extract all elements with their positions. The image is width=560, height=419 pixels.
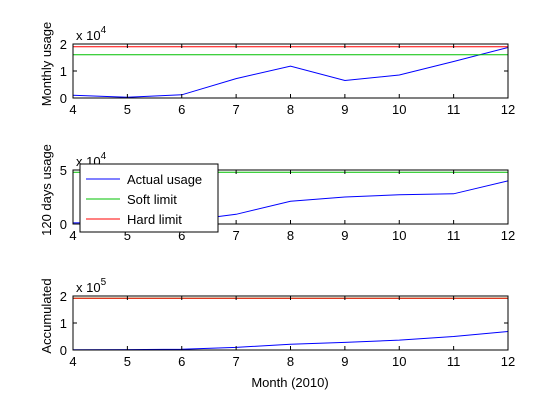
x-tick-label: 11 xyxy=(447,354,461,369)
x-tick-label: 12 xyxy=(501,228,515,243)
x-tick-label: 6 xyxy=(178,102,185,117)
x-tick-label: 9 xyxy=(341,354,348,369)
y-tick-label: 2 xyxy=(60,37,67,52)
legend-box xyxy=(79,163,219,233)
y-tick-label: 2 xyxy=(60,289,67,304)
legend-label-actual-usage: Actual usage xyxy=(127,172,202,187)
x-tick-label: 5 xyxy=(124,102,131,117)
y-exponent-label: x 104 xyxy=(76,25,107,43)
y-axis-label: Monthly usage xyxy=(39,22,54,107)
x-tick-label: 5 xyxy=(124,228,131,243)
x-axis-label: Month (2010) xyxy=(251,375,328,390)
legend-label-soft-limit: Soft limit xyxy=(127,192,177,207)
y-exponent-power: 4 xyxy=(101,151,107,162)
x-tick-label: 4 xyxy=(69,228,76,243)
x-tick-label: 9 xyxy=(341,228,348,243)
plot-area xyxy=(73,296,508,350)
x-tick-label: 8 xyxy=(287,228,294,243)
y-tick-label: 5 xyxy=(60,163,67,178)
y-tick-label: 1 xyxy=(60,316,67,331)
x-tick-label: 11 xyxy=(447,102,461,117)
y-exponent-power: 4 xyxy=(101,25,107,36)
y-tick-label: 1 xyxy=(60,64,67,79)
plot-area xyxy=(73,44,508,98)
x-tick-label: 10 xyxy=(392,354,406,369)
series-line-actual-usage xyxy=(73,47,508,98)
x-tick-label: 5 xyxy=(124,354,131,369)
x-tick-label: 4 xyxy=(69,354,76,369)
legend: Actual usage Soft limit Hard limit xyxy=(79,163,219,233)
x-tick-label: 4 xyxy=(69,102,76,117)
x-tick-label: 8 xyxy=(287,102,294,117)
x-tick-label: 11 xyxy=(447,228,461,243)
x-tick-label: 12 xyxy=(501,354,515,369)
y-exponent-label: x 105 xyxy=(76,277,107,295)
x-tick-label: 10 xyxy=(392,228,406,243)
x-tick-label: 10 xyxy=(392,102,406,117)
x-tick-label: 6 xyxy=(178,354,185,369)
x-tick-label: 9 xyxy=(341,102,348,117)
y-exponent-power: 5 xyxy=(101,277,107,288)
x-tick-label: 6 xyxy=(178,228,185,243)
y-tick-label: 0 xyxy=(60,343,67,358)
y-axis-label: 120 days usage xyxy=(39,144,54,236)
x-tick-label: 7 xyxy=(233,102,240,117)
x-tick-label: 7 xyxy=(233,354,240,369)
y-axis-label: Accumulated xyxy=(39,278,54,353)
y-tick-label: 0 xyxy=(60,91,67,106)
legend-label-hard-limit: Hard limit xyxy=(127,212,182,227)
y-tick-label: 0 xyxy=(60,217,67,232)
x-tick-label: 12 xyxy=(501,102,515,117)
x-tick-label: 8 xyxy=(287,354,294,369)
x-tick-label: 7 xyxy=(233,228,240,243)
